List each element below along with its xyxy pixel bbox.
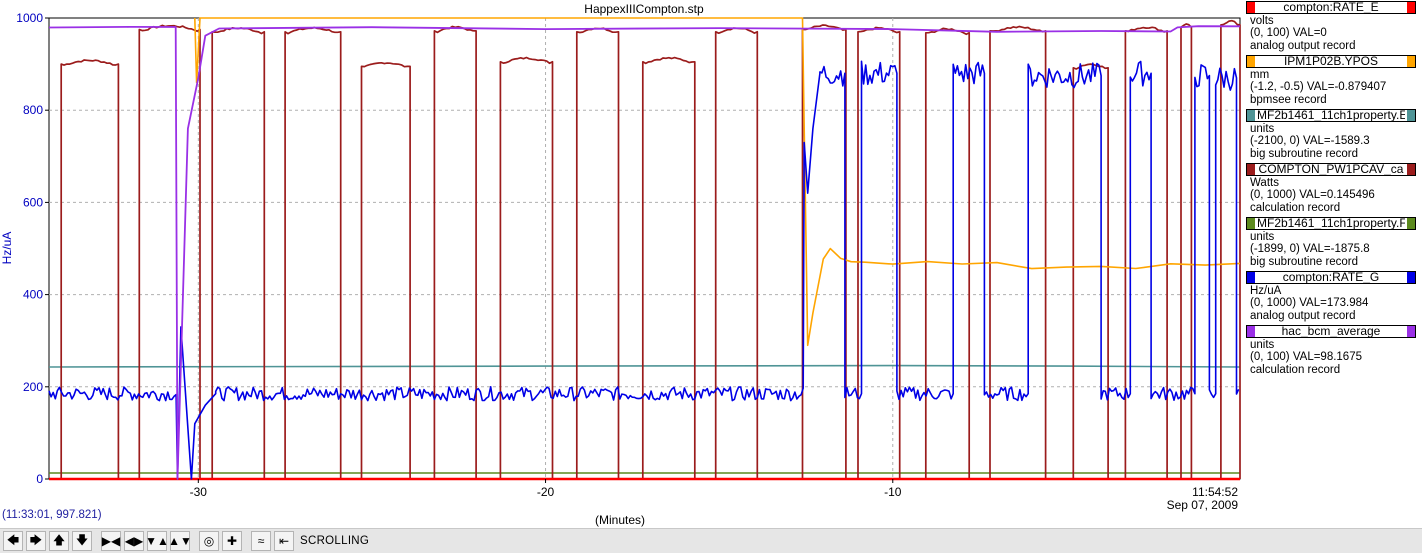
- legend-record: big subroutine record: [1250, 148, 1359, 160]
- legend-name-box[interactable]: MF2b1461_11ch1property.E: [1246, 109, 1416, 122]
- legend-units: volts: [1250, 15, 1274, 27]
- zoom-x-in-button[interactable]: ▶◀: [101, 531, 121, 551]
- mode-label: SCROLLING: [300, 535, 370, 547]
- legend-swatch: [1247, 326, 1255, 337]
- legend-range: (0, 1000) VAL=173.984: [1250, 297, 1369, 309]
- series-line-hac-bcm-average: [48, 25, 1241, 480]
- zoom-x-out-button[interactable]: ◀▶: [124, 531, 144, 551]
- legend-entry[interactable]: compton:RATE_G Hz/uA (0, 1000) VAL=173.984…: [1244, 270, 1422, 324]
- y-tick-label: 600: [23, 195, 43, 209]
- y-tick-label: 400: [23, 288, 43, 302]
- legend-record: analog output record: [1250, 40, 1356, 52]
- legend-name: hac_bcm_average: [1281, 326, 1381, 337]
- cursor-readout: (11:33:01, 997.821): [2, 509, 102, 521]
- legend-units: Watts: [1250, 177, 1279, 189]
- legend-swatch: [1247, 2, 1255, 13]
- legend-name: MF2b1461_11ch1property.F: [1257, 218, 1405, 229]
- legend-range: (0, 100) VAL=0: [1250, 27, 1327, 39]
- legend-units: units: [1250, 339, 1275, 351]
- legend-entry[interactable]: IPM1P02B.YPOS mm (-1.2, -0.5) VAL=-0.87940…: [1244, 54, 1422, 108]
- scroll-left-button[interactable]: 🡄: [3, 531, 23, 551]
- series-layer: [48, 17, 1241, 481]
- legend-units: mm: [1250, 69, 1270, 81]
- legend-record: calculation record: [1250, 364, 1341, 376]
- x-tick-label: -30: [190, 485, 208, 499]
- series-line-compton-rate-g: [48, 60, 1240, 480]
- timestamp: 11:54:52 Sep 07, 2009: [1167, 486, 1238, 512]
- legend-record: calculation record: [1250, 202, 1341, 214]
- legend-units: units: [1250, 231, 1275, 243]
- legend-name-box[interactable]: MF2b1461_11ch1property.F: [1246, 217, 1416, 230]
- scroll-down-button[interactable]: 🡇: [72, 531, 92, 551]
- scroll-mode-button[interactable]: ⇤: [274, 531, 294, 551]
- series-line-ipm1p02b-ypos: [194, 17, 1241, 347]
- chart-title: HappexIIICompton.stp: [584, 2, 704, 16]
- legend-swatch: [1247, 56, 1255, 67]
- legend-range: (0, 100) VAL=98.1675: [1250, 351, 1362, 363]
- legend-name-box[interactable]: hac_bcm_average: [1246, 325, 1416, 338]
- legend-name-box[interactable]: IPM1P02B.YPOS: [1246, 55, 1416, 68]
- y-tick-label: 1000: [16, 11, 43, 25]
- legend-name: IPM1P02B.YPOS: [1283, 56, 1379, 67]
- legend-swatch: [1407, 272, 1415, 283]
- autoscale-button[interactable]: ≈: [251, 531, 271, 551]
- y-tick-label: 800: [23, 103, 43, 117]
- series-line-mf2b1461-e: [48, 364, 1241, 368]
- crosshair-button[interactable]: ✚: [222, 531, 242, 551]
- grid: [49, 18, 1240, 479]
- y-axis-label: Hz/uA: [0, 232, 14, 265]
- legend-entry[interactable]: COMPTON_PW1PCAV_ca Watts (0, 1000) VAL=0.1…: [1244, 162, 1422, 216]
- timestamp-date: Sep 07, 2009: [1166, 498, 1238, 512]
- legend-swatch: [1407, 110, 1415, 121]
- legend-swatch: [1247, 110, 1255, 121]
- scroll-right-button[interactable]: 🡆: [26, 531, 46, 551]
- y-tick-label: 200: [23, 380, 43, 394]
- legend-swatch: [1407, 326, 1415, 337]
- legend-record: bpmsee record: [1250, 94, 1327, 106]
- legend-swatch: [1407, 218, 1415, 229]
- legend-range: (-2100, 0) VAL=-1589.3: [1250, 135, 1370, 147]
- legend-swatch: [1407, 164, 1415, 175]
- axes: 0 200 400 600 800 1000 -30 -20 -10: [16, 11, 901, 499]
- x-tick-label: -20: [537, 485, 555, 499]
- y-tick-label: 0: [36, 472, 43, 486]
- legend-record: big subroutine record: [1250, 256, 1359, 268]
- legend-record: analog output record: [1250, 310, 1356, 322]
- legend-range: (0, 1000) VAL=0.145496: [1250, 189, 1375, 201]
- legend-name: compton:RATE_E: [1283, 2, 1379, 13]
- legend-name-box[interactable]: compton:RATE_G: [1246, 271, 1416, 284]
- legend-swatch: [1247, 272, 1255, 283]
- x-tick-label: -10: [884, 485, 902, 499]
- legend-name-box[interactable]: compton:RATE_E: [1246, 1, 1416, 14]
- legend-name: COMPTON_PW1PCAV_ca: [1258, 164, 1404, 175]
- zoom-y-in-button[interactable]: ▼▲: [145, 531, 169, 551]
- chart-canvas[interactable]: 0 200 400 600 800 1000 -30 -20 -10 HappexIIIComp…: [0, 0, 1422, 528]
- zoom-y-out-button[interactable]: ▲▼: [168, 531, 192, 551]
- toolbar: 🡄 🡆 🡅 🡇 ▶◀ ◀▶ ▼▲ ▲▼ ◎ ✚ ≈ ⇤ SCROLLING: [0, 528, 1422, 553]
- scroll-up-button[interactable]: 🡅: [49, 531, 69, 551]
- legend-name-box[interactable]: COMPTON_PW1PCAV_ca: [1246, 163, 1416, 176]
- legend-units: units: [1250, 123, 1275, 135]
- legend-swatch: [1247, 218, 1255, 229]
- legend-units: Hz/uA: [1250, 285, 1282, 297]
- legend-swatch: [1407, 2, 1415, 13]
- legend-range: (-1899, 0) VAL=-1875.8: [1250, 243, 1370, 255]
- zoom-box-button[interactable]: ◎: [199, 531, 219, 551]
- legend-name: compton:RATE_G: [1282, 272, 1380, 283]
- legend-swatch: [1407, 56, 1415, 67]
- x-axis-label: (Minutes): [594, 513, 645, 527]
- legend-range: (-1.2, -0.5) VAL=-0.879407: [1250, 81, 1387, 93]
- legend: compton:RATE_E volts (0, 100) VAL=0 analog …: [1244, 0, 1422, 378]
- legend-swatch: [1247, 164, 1255, 175]
- timestamp-time: 11:54:52: [1192, 485, 1238, 499]
- legend-name: MF2b1461_11ch1property.E: [1257, 110, 1405, 121]
